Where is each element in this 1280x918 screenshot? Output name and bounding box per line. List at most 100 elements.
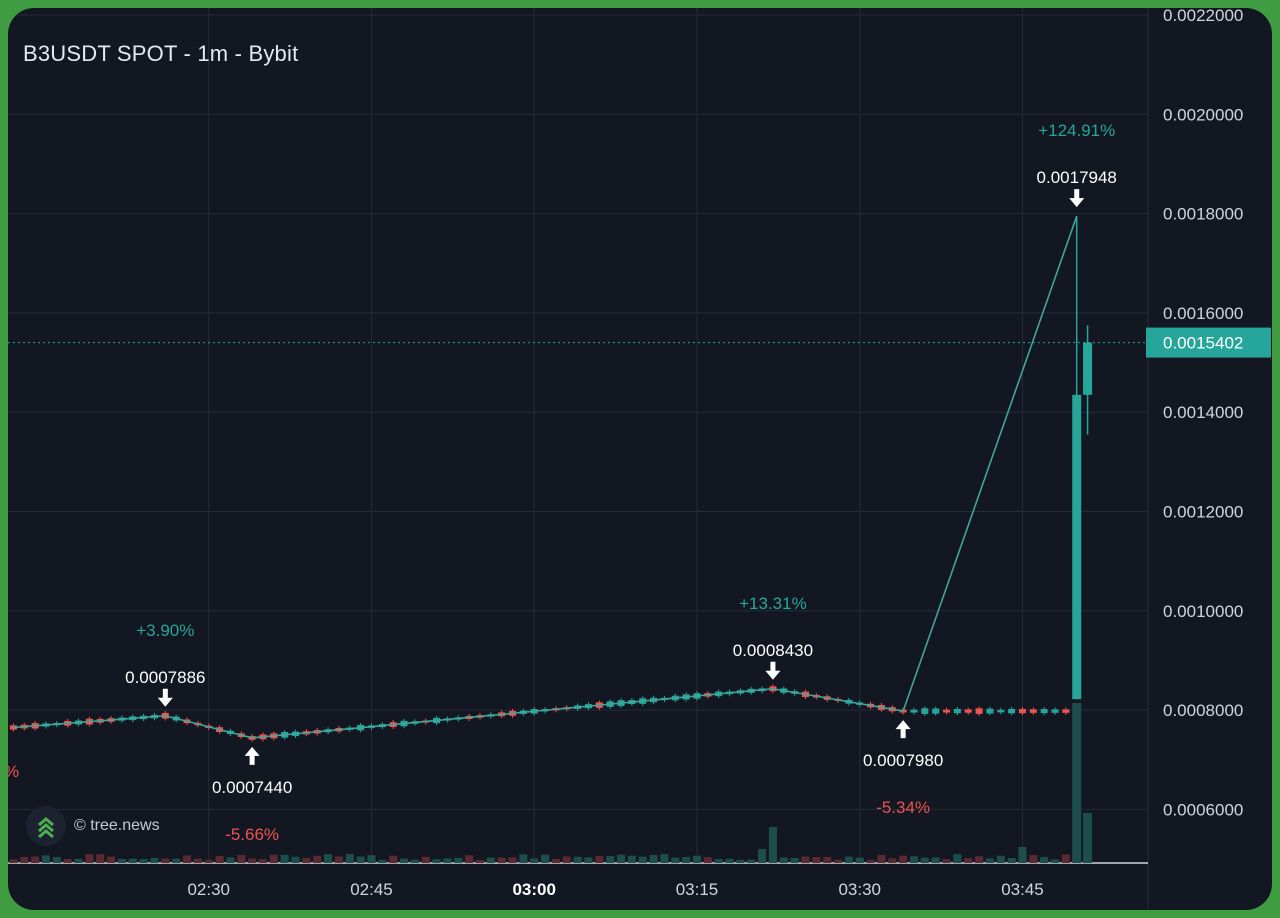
volume-bar [736, 859, 745, 863]
volume-bar [400, 858, 409, 863]
y-tick-label: 0.0018000 [1163, 205, 1243, 224]
volume-bar [953, 854, 962, 863]
y-tick-label: 0.0022000 [1163, 8, 1243, 25]
volume-bar [269, 854, 278, 863]
x-tick-label: 03:45 [1001, 880, 1044, 899]
pivot-price-label: 0.0008430 [733, 641, 813, 660]
pivot-price-label: 0.0017948 [1037, 168, 1117, 187]
volume-bar [139, 859, 148, 863]
volume-bar [443, 858, 452, 863]
volume-bar [530, 858, 539, 863]
volume-bar [258, 859, 267, 863]
volume-bar [920, 857, 929, 863]
volume-bar [627, 855, 636, 863]
candle [1029, 709, 1037, 713]
candle [1051, 709, 1059, 713]
volume-bar [20, 856, 29, 863]
candle [1083, 342, 1093, 395]
volume-bar [747, 859, 756, 863]
volume-bar [1018, 847, 1027, 863]
x-tick-label: 03:00 [512, 880, 555, 899]
volume-bar [1083, 813, 1093, 863]
volume-bar [1040, 856, 1049, 863]
volume-bar [107, 856, 116, 863]
volume-bar [345, 854, 354, 863]
volume-bar [1072, 703, 1082, 863]
volume-bar [703, 857, 712, 863]
volume-bar [215, 856, 224, 863]
volume-bar [985, 858, 994, 863]
candle [943, 709, 951, 713]
arrow-down-icon [765, 661, 781, 680]
chart-frame: 0.0022000 0.0020000 0.0018000 0.0016000 0.00… [8, 8, 1272, 910]
volume-bar [248, 858, 257, 863]
volume-bar [725, 858, 734, 863]
volume-bar [541, 854, 550, 863]
volume-bar [378, 859, 387, 863]
volume-bar [486, 857, 495, 863]
volume-bar [367, 855, 376, 863]
candle [953, 708, 961, 714]
pivot-price-label: 0.0007440 [212, 778, 292, 797]
pivot-price-label: 0.0007980 [863, 751, 943, 770]
volume-bar [117, 858, 126, 863]
volume-bar [671, 857, 680, 863]
volume-bar [519, 854, 528, 863]
volume-bar [975, 856, 984, 863]
candle [986, 708, 994, 714]
volume-bar [606, 855, 615, 863]
volume-bar [909, 856, 918, 863]
candle [1072, 394, 1082, 700]
volume-bar [280, 854, 289, 863]
volume-bar [1007, 857, 1016, 863]
volume-bar [150, 857, 159, 863]
volume-bar [866, 859, 875, 863]
volume-bar [313, 855, 322, 863]
volume-bar [562, 856, 571, 863]
price-chart[interactable]: 0.0022000 0.0020000 0.0018000 0.0016000 0.00… [8, 8, 1272, 910]
candle [1018, 708, 1026, 714]
volume-bar [237, 854, 246, 863]
candle [1040, 709, 1048, 714]
volume-bar [855, 857, 864, 863]
volume-bar [638, 856, 647, 863]
edge-percent-label: % [8, 762, 19, 781]
volume-bar [649, 855, 658, 863]
volume-bar [617, 854, 626, 863]
arrow-up-icon [244, 746, 260, 765]
volume-bar [942, 859, 951, 863]
volume-bar [172, 858, 181, 863]
volume-bar [573, 856, 582, 863]
tree-logo-icon [26, 806, 66, 846]
candle [910, 709, 918, 713]
volume-bar [410, 859, 419, 863]
volume-bar [465, 855, 474, 863]
watermark-text: © tree.news [74, 817, 160, 834]
volume-bar [161, 858, 170, 863]
volume-bar [193, 858, 202, 863]
volume-bar [324, 854, 333, 863]
pivot-percent-label: -5.34% [876, 798, 930, 817]
volume-bar [183, 855, 192, 863]
current-price-badge [1146, 327, 1271, 358]
volume-bar [682, 856, 691, 863]
x-tick-label: 03:15 [676, 880, 719, 899]
volume-bar [421, 856, 430, 863]
volume-bar [1029, 855, 1038, 863]
y-tick-label: 0.0020000 [1163, 105, 1243, 124]
x-tick-label: 02:45 [350, 880, 393, 899]
candle [921, 708, 929, 714]
volume-bar [226, 857, 235, 863]
volume-bar [475, 859, 484, 863]
volume-bar [790, 857, 799, 863]
volume-bar [584, 857, 593, 863]
volume-bar [1051, 859, 1060, 863]
candle [997, 709, 1005, 713]
volume-bar [356, 856, 365, 863]
volume-bar [302, 857, 311, 863]
volume-bar [9, 859, 18, 863]
volume-bar [334, 856, 343, 863]
x-tick-label: 02:30 [187, 880, 230, 899]
candle [932, 708, 940, 714]
watermark: © tree.news [26, 806, 160, 846]
